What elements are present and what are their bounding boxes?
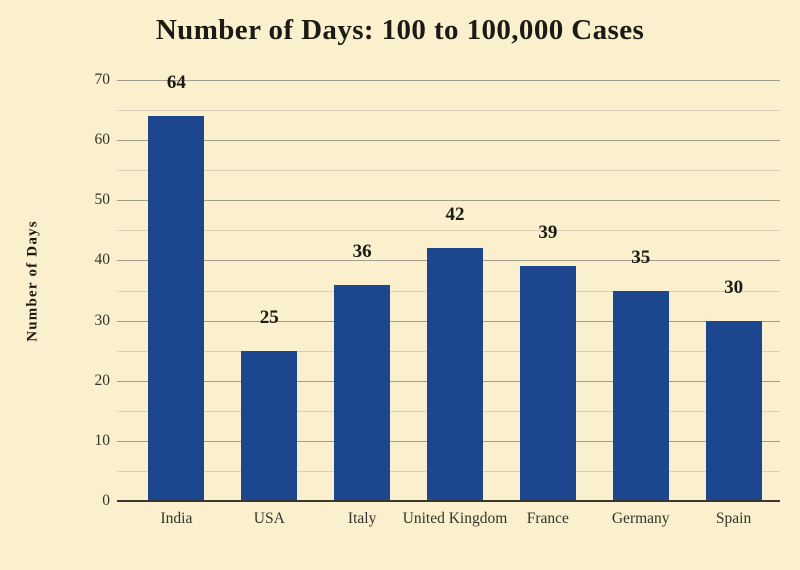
x-axis-line [117, 500, 780, 502]
bar-italy [334, 284, 391, 501]
y-tick-label-30: 30 [94, 311, 111, 329]
gridline-55 [117, 170, 780, 172]
y-tick-label-10: 10 [94, 431, 111, 449]
x-axis-category-label: United Kingdom [402, 510, 508, 527]
gridline-60 [117, 140, 780, 142]
bar-value-label: 42 [445, 204, 465, 226]
y-tick-label-20: 20 [94, 371, 111, 389]
plot-area: 0 10 20 30 40 50 60 70 64 India 25 USA 36 Italy 42 Uni… [95, 71, 780, 527]
bar-group-spain: 30 Spain [687, 80, 780, 526]
bar-value-label: 25 [259, 306, 279, 328]
y-axis-title: Number of Days [24, 220, 41, 342]
x-axis-category-label: Spain [715, 510, 752, 527]
x-axis-category-label: India [160, 510, 193, 527]
y-tick-label-50: 50 [94, 191, 111, 209]
bar-india [148, 116, 205, 501]
bar-group-france: 39 France [501, 80, 594, 526]
bar-group-italy: 36 Italy [316, 80, 409, 526]
bar-group-united-kingdom: 42 United Kingdom [403, 80, 508, 526]
bar-usa [241, 350, 298, 501]
x-axis-category-label: France [526, 510, 569, 527]
chart-title: Number of Days: 100 to 100,000 Cases [155, 14, 645, 46]
x-axis-category-label: Germany [611, 510, 670, 527]
bar-united-kingdom [426, 248, 483, 501]
bar-france [519, 266, 576, 501]
bar-value-label: 64 [166, 72, 186, 94]
gridline-50 [117, 200, 780, 202]
bar-group-india: 64 India [130, 73, 223, 526]
gridline-45 [117, 230, 780, 232]
bar-group-usa: 25 USA [223, 80, 316, 526]
x-axis-category-label: USA [253, 510, 285, 527]
gridline-70 [117, 80, 780, 81]
bar-spain [705, 320, 762, 501]
bar-value-label: 30 [724, 276, 744, 298]
y-tick-label-60: 60 [94, 131, 111, 149]
y-tick-label-0: 0 [102, 492, 110, 509]
bar-germany [612, 290, 669, 501]
y-tick-label-40: 40 [94, 251, 111, 269]
x-axis-category-label: Italy [347, 510, 377, 527]
gridline-65 [117, 110, 780, 112]
bar-group-germany: 35 Germany [594, 80, 687, 527]
bars-container: 64 India 25 USA 36 Italy 42 United Kingdom 39 Fra… [130, 73, 780, 527]
bar-value-label: 36 [352, 240, 372, 262]
bar-value-label: 39 [538, 222, 558, 244]
y-tick-label-70: 70 [94, 71, 111, 88]
bar-value-label: 35 [631, 246, 651, 268]
